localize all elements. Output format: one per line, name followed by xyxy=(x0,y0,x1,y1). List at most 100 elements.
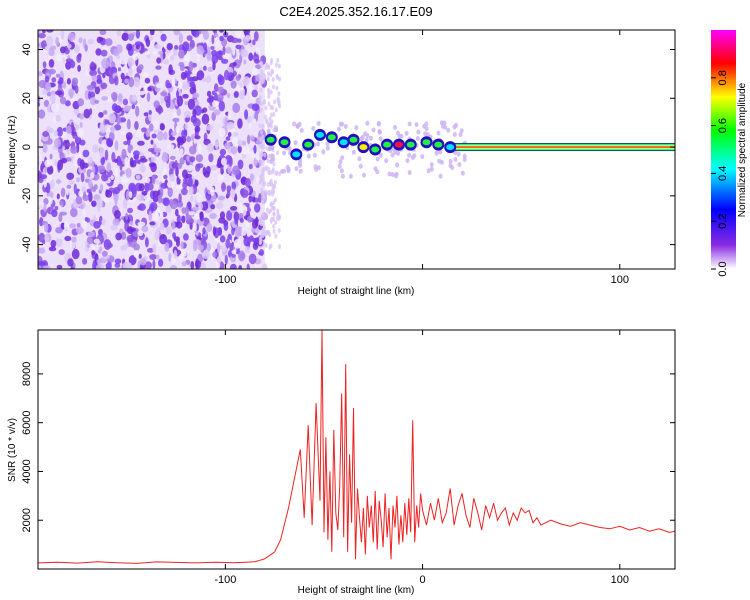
noise-blob xyxy=(159,211,164,219)
noise-blob xyxy=(261,231,265,237)
noise-blob xyxy=(88,156,93,164)
noise-blob xyxy=(148,162,157,168)
noise-blob xyxy=(89,91,96,99)
noise-blob xyxy=(312,152,317,158)
noise-blob xyxy=(60,54,67,65)
noise-blob xyxy=(99,30,107,36)
noise-blob xyxy=(213,109,221,116)
noise-blob xyxy=(236,80,244,91)
noise-blob xyxy=(176,108,182,116)
noise-blob xyxy=(168,136,176,141)
noise-blob xyxy=(457,162,462,168)
noise-blob xyxy=(267,166,271,172)
noise-blob xyxy=(187,164,193,172)
noise-blob xyxy=(189,145,197,155)
noise-blob xyxy=(175,166,179,177)
noise-blob xyxy=(199,211,204,222)
noise-blob xyxy=(55,90,63,96)
noise-blob xyxy=(183,128,188,136)
noise-blob xyxy=(221,58,229,64)
noise-blob xyxy=(153,100,160,109)
noise-blob xyxy=(104,38,113,46)
noise-blob xyxy=(144,77,151,84)
noise-blob xyxy=(133,150,140,157)
noise-blob xyxy=(337,126,341,132)
noise-blob xyxy=(108,112,116,124)
noise-blob xyxy=(250,135,255,141)
colorbar-gradient xyxy=(711,30,736,269)
noise-blob xyxy=(143,112,149,117)
noise-blob xyxy=(152,195,159,203)
noise-blob xyxy=(246,263,250,269)
noise-blob xyxy=(58,77,64,85)
noise-blob xyxy=(122,198,128,210)
noise-blob xyxy=(150,156,156,163)
noise-blob xyxy=(94,86,101,95)
noise-blob xyxy=(299,128,304,133)
noise-blob xyxy=(196,52,201,63)
noise-blob xyxy=(192,30,200,38)
noise-blob xyxy=(133,76,141,88)
noise-blob xyxy=(189,81,195,88)
noise-blob xyxy=(138,183,145,192)
noise-blob xyxy=(234,91,239,98)
noise-blob xyxy=(196,70,205,81)
noise-blob xyxy=(166,144,175,150)
noise-blob xyxy=(154,44,161,50)
noise-blob xyxy=(258,249,265,256)
noise-blob xyxy=(143,86,147,94)
noise-blob xyxy=(294,166,299,172)
noise-blob xyxy=(206,223,213,232)
noise-blob xyxy=(359,136,364,142)
noise-blob xyxy=(212,251,218,258)
noise-blob xyxy=(244,109,249,120)
y-tick-label: 2000 xyxy=(21,508,33,532)
noise-blob xyxy=(136,128,143,139)
noise-blob xyxy=(452,124,457,130)
noise-blob xyxy=(59,200,64,206)
noise-blob xyxy=(260,174,264,180)
signal-blob-core xyxy=(371,146,380,153)
noise-blob xyxy=(233,211,240,222)
signal-blob-core xyxy=(446,144,455,151)
noise-blob xyxy=(270,119,274,125)
noise-blob xyxy=(254,84,258,91)
noise-blob xyxy=(82,258,88,265)
noise-blob xyxy=(165,226,172,235)
noise-blob xyxy=(198,33,202,42)
noise-blob xyxy=(238,265,243,269)
noise-blob xyxy=(73,107,80,115)
noise-blob xyxy=(105,242,113,249)
noise-blob xyxy=(139,258,147,266)
noise-blob xyxy=(209,213,217,219)
noise-blob xyxy=(224,117,228,127)
signal-blob-core xyxy=(304,141,313,148)
noise-blob xyxy=(219,30,224,33)
noise-blob xyxy=(51,77,57,83)
signal-band xyxy=(446,143,675,152)
noise-blob xyxy=(95,48,102,56)
noise-blob xyxy=(237,118,243,129)
noise-blob xyxy=(38,95,41,103)
noise-blob xyxy=(70,145,78,154)
noise-blob xyxy=(378,152,383,158)
noise-blob xyxy=(298,168,303,174)
noise-blob xyxy=(154,229,160,241)
noise-blob xyxy=(95,264,100,269)
noise-blob xyxy=(155,83,164,89)
noise-blob xyxy=(371,127,376,133)
noise-blob xyxy=(232,131,239,137)
noise-blob xyxy=(196,195,202,203)
noise-blob xyxy=(105,190,113,198)
noise-blob xyxy=(76,177,80,183)
noise-blob xyxy=(124,243,129,248)
noise-blob xyxy=(178,193,182,203)
noise-blob xyxy=(104,149,109,161)
noise-blob xyxy=(269,89,273,95)
noise-blob xyxy=(166,180,175,188)
noise-blob xyxy=(87,231,96,237)
noise-blob xyxy=(235,226,242,237)
noise-blob xyxy=(363,131,368,137)
noise-blob xyxy=(181,261,187,267)
noise-blob xyxy=(273,184,277,190)
